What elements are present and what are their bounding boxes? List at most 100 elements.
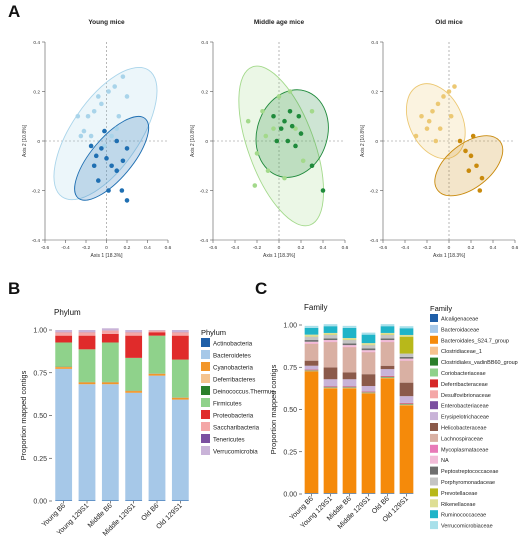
plot-background (52, 316, 192, 501)
data-point (124, 146, 130, 151)
legend-label: Firmicutes (213, 401, 242, 408)
data-point (430, 109, 435, 114)
y-tick-label: 0.2 (371, 89, 378, 95)
bar-segment (361, 393, 376, 494)
legend-label: Proteobacteria (213, 413, 254, 420)
legend-label: Deferribacteraceae (441, 382, 488, 388)
bar-segment (380, 369, 395, 376)
x-tick-label: -0.6 (209, 245, 218, 251)
data-point (441, 94, 446, 99)
legend-swatch (430, 379, 438, 388)
y-tick-label: 1.00 (283, 323, 297, 330)
legend-label: Deferribacteres (213, 377, 255, 384)
bar-segment (304, 365, 319, 370)
data-point (293, 143, 298, 149)
legend-swatch (430, 510, 438, 519)
y-tick-label: 0.00 (33, 499, 47, 506)
y-axis-label: Axis 2 [10.8%] (22, 124, 28, 157)
x-tick-label: 0 (105, 245, 108, 251)
bar-segment (323, 332, 338, 335)
legend-swatch (201, 350, 210, 359)
bar-segment (304, 371, 319, 494)
bar-segment (148, 330, 166, 333)
y-tick-label: 0 (375, 139, 378, 145)
data-point (260, 109, 265, 114)
bar-segment (171, 500, 189, 501)
legend-swatch (430, 335, 438, 344)
data-point (81, 128, 87, 134)
bar-segment (361, 348, 376, 351)
bar-segment (55, 342, 73, 367)
legend-swatch (430, 466, 438, 475)
confidence-ellipse (434, 135, 504, 197)
data-point (104, 156, 109, 161)
data-point (309, 163, 315, 169)
legend-swatch (430, 423, 438, 431)
bar-segment (380, 334, 395, 339)
y-tick-label: 0.75 (283, 365, 297, 372)
bar-segment (55, 368, 73, 501)
bar-segment (361, 493, 376, 494)
bar-segment (380, 378, 395, 494)
bar-segment (380, 493, 395, 494)
bar-segment (342, 338, 357, 340)
bar-segment (78, 382, 96, 385)
data-point (91, 109, 97, 114)
bar-segment (171, 332, 189, 336)
legend-label: Erysipelotrichaceae (441, 415, 489, 421)
pcoa-panel-1: Middle age mice-0.4-0.200.20.4-0.6 -0.4 -0… (190, 19, 349, 259)
y-tick-label: -0.2 (370, 188, 379, 194)
legend-label: Bacteroidaceae (441, 327, 479, 333)
bar-segment (323, 338, 338, 341)
bar-segment (148, 375, 166, 501)
bar-segment (380, 340, 395, 342)
legend-swatch (430, 444, 438, 453)
x-tick-label: -0.4 (401, 245, 410, 251)
bar-segment (323, 326, 338, 333)
data-point (426, 118, 432, 124)
data-point (109, 163, 114, 169)
panel-label-c: C (255, 279, 268, 298)
data-point (265, 168, 271, 173)
legend-label: Peptostreptococcaceae (441, 469, 498, 475)
bar-segment (342, 347, 357, 373)
bar-segment (171, 330, 189, 333)
data-point (252, 183, 258, 188)
data-point (106, 188, 111, 193)
bar-segment (148, 373, 166, 376)
legend-label: Deinococcus.Thermus (213, 389, 275, 396)
x-tick-label: -0.2 (423, 245, 432, 251)
bar-segment (380, 365, 395, 370)
bar-segment (380, 332, 395, 335)
data-point (276, 94, 282, 99)
bar-segment (342, 345, 357, 347)
data-point (437, 126, 443, 131)
panel-title: Young mice (88, 19, 125, 26)
bar-segment (78, 384, 96, 501)
data-point (285, 138, 291, 144)
bar-segment (304, 341, 319, 344)
bar-segment (101, 500, 119, 501)
x-axis-label: Axis 1 [18.3%] (263, 253, 296, 259)
bar-segment (304, 325, 319, 328)
bar-segment (380, 338, 395, 341)
bar-segment (304, 369, 319, 371)
legend-swatch (201, 410, 210, 419)
legend-label: Bacteroidetes (213, 353, 251, 360)
data-point (468, 153, 474, 159)
data-point (254, 151, 260, 156)
data-point (287, 89, 293, 94)
legend-label: Enterobacteriaceae (441, 404, 489, 410)
bar-segment (55, 330, 73, 333)
bar-segment (323, 493, 338, 494)
bar-segment (323, 340, 338, 342)
data-point (85, 113, 91, 119)
panel-title: Middle age mice (254, 19, 305, 26)
y-tick-label: 0.25 (283, 449, 297, 456)
data-point (271, 126, 276, 131)
data-point (413, 133, 419, 139)
data-point (112, 84, 117, 89)
data-point (88, 133, 94, 139)
data-point (124, 94, 130, 99)
bar-segment (304, 343, 319, 361)
